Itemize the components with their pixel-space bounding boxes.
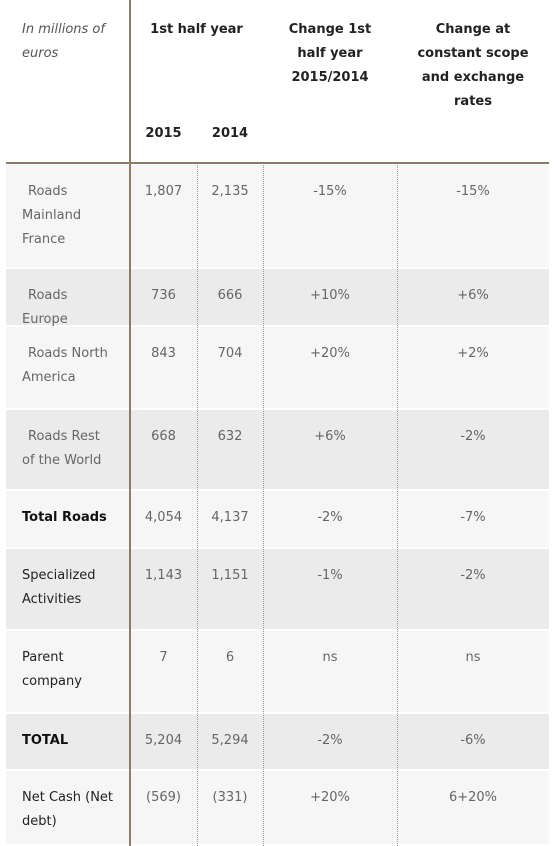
- row-background: [6, 549, 549, 629]
- row-background: [6, 165, 549, 267]
- value-cell: 736: [151, 288, 176, 303]
- header-rule: [6, 162, 549, 164]
- row-label: Total Roads: [22, 510, 107, 525]
- value-cell: -2%: [317, 510, 343, 525]
- value-cell: (331): [212, 790, 248, 805]
- row-label: Roads Rest of the World: [22, 429, 102, 468]
- dotted-divider: [263, 165, 264, 846]
- value-cell: +20%: [310, 790, 350, 805]
- value-cell: 666: [217, 288, 243, 303]
- row-background: [6, 771, 549, 844]
- value-cell: 1,151: [211, 568, 249, 583]
- value-cell: +20%: [310, 346, 350, 361]
- row-background: [6, 491, 549, 547]
- value-cell: 4,054: [144, 510, 183, 525]
- value-cell: 2,135: [211, 184, 249, 199]
- value-cell: ns: [322, 650, 338, 665]
- row-background: [6, 269, 549, 325]
- value-cell: 7: [159, 650, 168, 665]
- value-cell: 1,807: [144, 184, 183, 199]
- row-label: Parent company: [22, 650, 82, 689]
- value-cell: 4,137: [211, 510, 249, 525]
- dotted-divider: [397, 165, 398, 846]
- row-label: Net Cash (Net debt): [22, 790, 114, 829]
- value-cell: -1%: [317, 568, 343, 583]
- row-background: [6, 631, 549, 712]
- value-cell: 6: [225, 650, 235, 665]
- value-cell: -2%: [460, 429, 486, 444]
- value-cell: 632: [217, 429, 243, 444]
- value-cell: 704: [217, 346, 243, 361]
- value-cell: +10%: [310, 288, 350, 303]
- value-cell: -15%: [456, 184, 490, 199]
- value-cell: -2%: [317, 733, 343, 748]
- row-label: Roads Europe: [22, 288, 68, 327]
- value-cell: 5,294: [211, 733, 249, 748]
- value-cell: 1,143: [144, 568, 183, 583]
- row-background: [6, 714, 549, 769]
- year-header: 2014: [211, 126, 249, 141]
- value-cell: +6%: [457, 288, 489, 303]
- value-cell: 668: [151, 429, 176, 444]
- row-label: TOTAL: [22, 733, 69, 748]
- value-cell: ns: [465, 650, 481, 665]
- value-cell: -2%: [460, 568, 486, 583]
- value-cell: 843: [151, 346, 176, 361]
- value-cell: 6+20%: [448, 790, 498, 805]
- row-background: [6, 410, 549, 489]
- change-header: Change 1st half year 2015/2014: [288, 22, 372, 85]
- dotted-divider: [197, 165, 198, 846]
- value-cell: -15%: [313, 184, 347, 199]
- change-constant-header: Change at constant scope and exchange ra…: [417, 22, 529, 109]
- value-cell: 5,204: [144, 733, 183, 748]
- row-label: Roads Mainland France: [22, 184, 82, 247]
- period-header: 1st half year: [150, 22, 243, 37]
- value-cell: -6%: [460, 733, 486, 748]
- value-cell: +2%: [457, 346, 489, 361]
- value-cell: -7%: [460, 510, 486, 525]
- value-cell: (569): [146, 790, 181, 805]
- row-label: Specialized Activities: [22, 568, 96, 607]
- unit-label: In millions of euros: [22, 22, 105, 61]
- year-header: 2015: [145, 126, 182, 141]
- row-background: [6, 327, 549, 408]
- value-cell: +6%: [314, 429, 346, 444]
- divider-line: [129, 0, 131, 846]
- row-label: Roads North America: [22, 346, 108, 385]
